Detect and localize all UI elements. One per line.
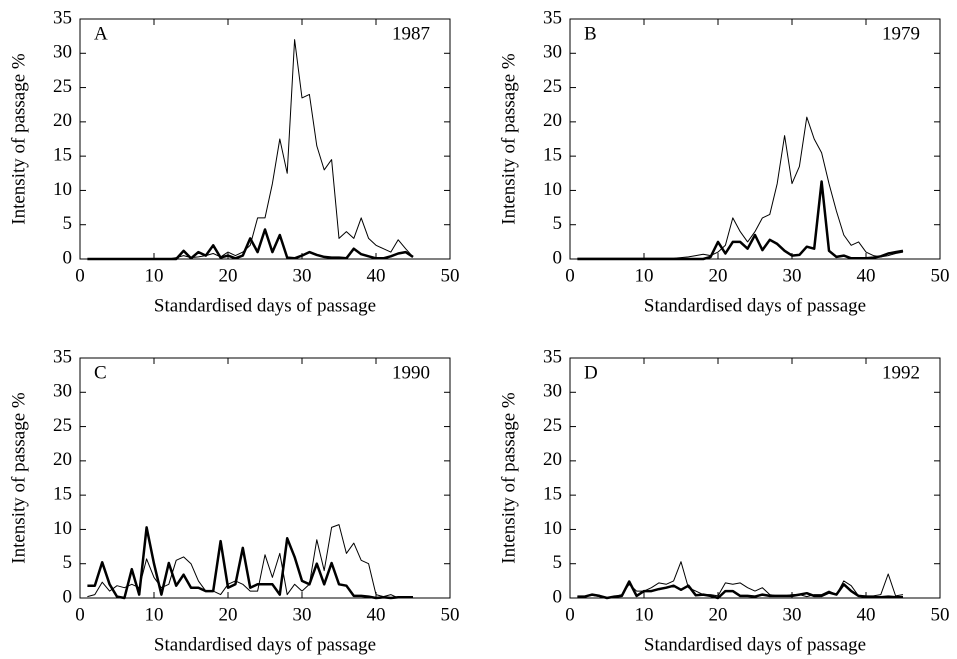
y-axis-label: Intensity of passage % xyxy=(498,53,519,225)
y-tick-label: 35 xyxy=(543,7,562,28)
x-tick-label: 0 xyxy=(75,604,85,625)
x-axis-label: Standardised days of passage xyxy=(644,295,866,316)
series-line xyxy=(87,39,414,260)
y-axis-label: Intensity of passage % xyxy=(498,392,519,564)
annotation: 1979 xyxy=(882,23,920,44)
x-tick-label: 40 xyxy=(367,265,386,286)
plot-frame xyxy=(569,18,941,260)
x-tick-label: 30 xyxy=(293,604,312,625)
y-tick-label: 5 xyxy=(63,213,73,234)
x-tick-label: 30 xyxy=(293,265,312,286)
y-tick-label: 35 xyxy=(53,346,72,367)
x-tick-label: 30 xyxy=(783,265,802,286)
annotation: 1990 xyxy=(392,362,430,383)
y-tick-label: 5 xyxy=(553,552,563,573)
x-tick-label: 0 xyxy=(75,265,85,286)
y-tick-label: 20 xyxy=(53,110,72,131)
y-tick-label: 10 xyxy=(53,518,72,539)
x-axis-label: Standardised days of passage xyxy=(154,634,376,655)
y-tick-label: 35 xyxy=(543,346,562,367)
x-tick-label: 40 xyxy=(857,265,876,286)
x-tick-label: 10 xyxy=(145,604,164,625)
y-tick-label: 10 xyxy=(543,518,562,539)
y-tick-label: 20 xyxy=(543,449,562,470)
y-tick-label: 15 xyxy=(53,145,72,166)
series-line xyxy=(87,228,414,261)
x-axis-label: Standardised days of passage xyxy=(644,634,866,655)
x-tick-label: 20 xyxy=(709,604,728,625)
y-tick-label: 30 xyxy=(543,381,562,402)
plot-frame xyxy=(569,357,941,599)
y-axis-label: Intensity of passage % xyxy=(8,53,29,225)
annotation: 1987 xyxy=(392,23,430,44)
y-tick-label: 25 xyxy=(543,415,562,436)
panel-label: D xyxy=(584,362,598,383)
y-tick-label: 30 xyxy=(53,42,72,63)
series-line xyxy=(87,526,413,600)
series-line xyxy=(577,116,904,259)
y-tick-label: 20 xyxy=(543,110,562,131)
x-tick-label: 40 xyxy=(857,604,876,625)
y-tick-label: 25 xyxy=(53,415,72,436)
x-tick-label: 20 xyxy=(709,265,728,286)
x-tick-label: 10 xyxy=(145,265,164,286)
y-tick-label: 0 xyxy=(553,247,563,268)
panel-label: B xyxy=(584,23,597,44)
x-tick-label: 20 xyxy=(219,604,238,625)
x-tick-label: 10 xyxy=(635,604,654,625)
x-tick-label: 50 xyxy=(931,265,950,286)
y-tick-label: 20 xyxy=(53,449,72,470)
x-tick-label: 10 xyxy=(635,265,654,286)
y-tick-label: 25 xyxy=(53,76,72,97)
annotation: 1992 xyxy=(882,362,920,383)
plot-frame xyxy=(79,18,451,260)
y-tick-label: 30 xyxy=(53,381,72,402)
y-tick-label: 0 xyxy=(553,586,563,607)
x-tick-label: 50 xyxy=(441,265,460,286)
y-axis-label: Intensity of passage % xyxy=(8,392,29,564)
y-tick-label: 15 xyxy=(543,145,562,166)
series-line xyxy=(577,180,904,261)
y-tick-label: 0 xyxy=(63,247,73,268)
y-tick-label: 15 xyxy=(53,484,72,505)
y-tick-label: 5 xyxy=(553,213,563,234)
y-tick-label: 10 xyxy=(53,179,72,200)
y-tick-label: 30 xyxy=(543,42,562,63)
x-tick-label: 40 xyxy=(367,604,386,625)
x-tick-label: 50 xyxy=(931,604,950,625)
y-tick-label: 0 xyxy=(63,586,73,607)
x-tick-label: 0 xyxy=(565,265,575,286)
y-tick-label: 10 xyxy=(543,179,562,200)
x-tick-label: 20 xyxy=(219,265,238,286)
x-tick-label: 30 xyxy=(783,604,802,625)
x-axis-label: Standardised days of passage xyxy=(154,295,376,316)
panel-label: C xyxy=(94,362,107,383)
x-tick-label: 50 xyxy=(441,604,460,625)
panel-label: A xyxy=(94,23,108,44)
y-tick-label: 5 xyxy=(63,552,73,573)
plot-frame xyxy=(79,357,451,599)
y-tick-label: 15 xyxy=(543,484,562,505)
y-tick-label: 25 xyxy=(543,76,562,97)
series-line xyxy=(577,580,903,600)
y-tick-label: 35 xyxy=(53,7,72,28)
x-tick-label: 0 xyxy=(565,604,575,625)
